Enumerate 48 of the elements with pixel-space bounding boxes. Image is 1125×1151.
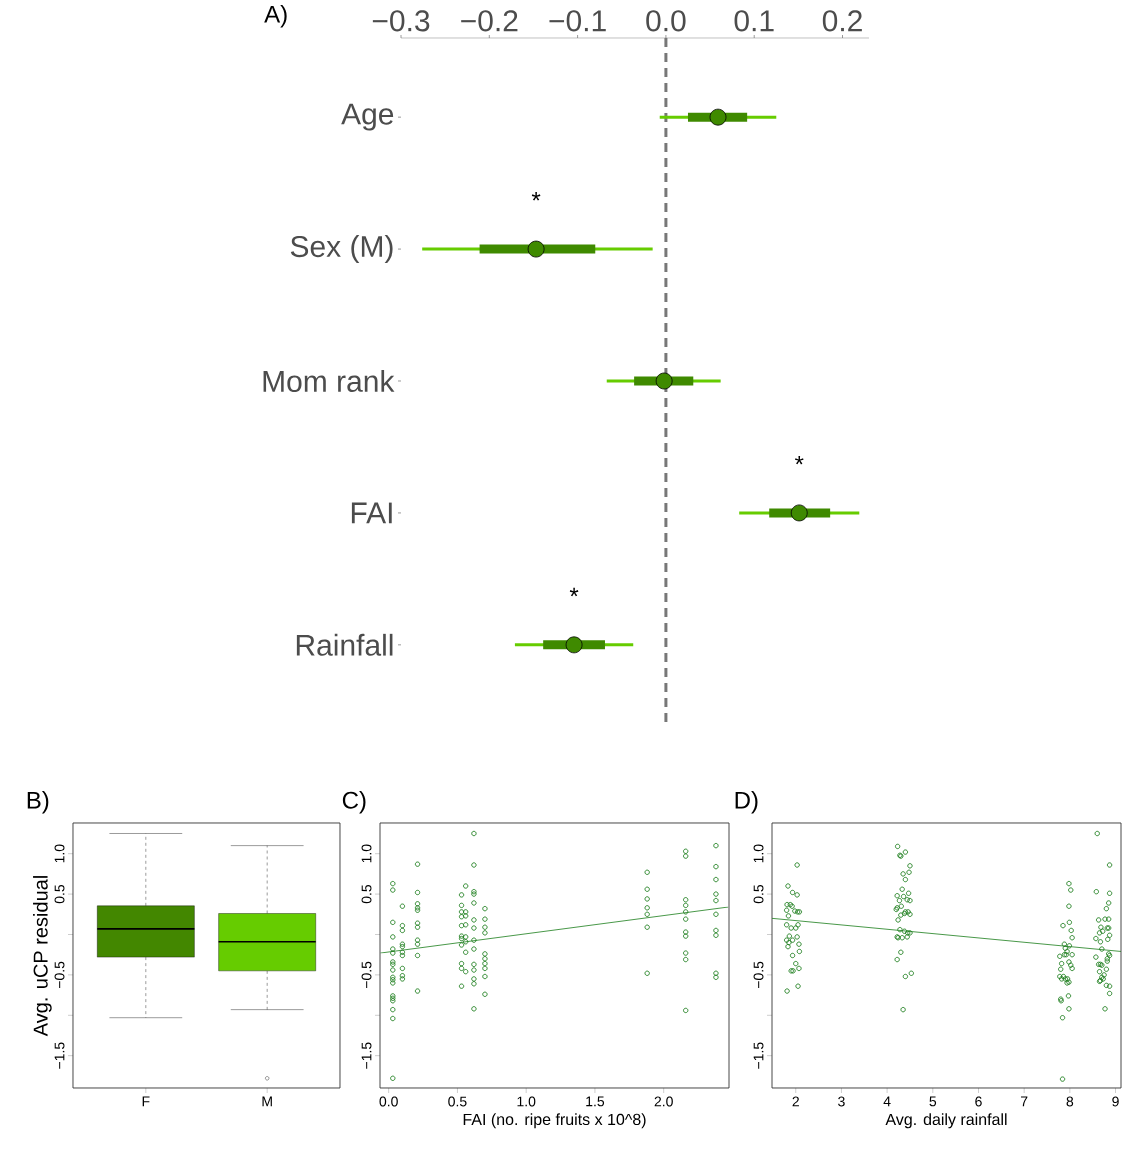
y-tick-label: FAI xyxy=(351,502,392,524)
x-tick-label: 1.5 xyxy=(586,1096,605,1107)
chart-title: A) xyxy=(264,5,287,28)
y-tick-label: Mom rank xyxy=(263,369,395,393)
y-tick-label: 1.0 xyxy=(753,844,764,863)
annotation: * xyxy=(569,587,579,597)
chart-title: D) xyxy=(735,791,758,814)
x-tick-label: M xyxy=(262,1096,272,1107)
x-tick-label: 5 xyxy=(929,1096,937,1107)
x-tick-label: 3 xyxy=(838,1096,845,1107)
y-axis-title: Avg. uCP residual xyxy=(33,876,52,1037)
y-tick-label: 0.5 xyxy=(361,884,372,904)
x-tick-label: 2.0 xyxy=(654,1096,673,1107)
x-tick-label: 9 xyxy=(1112,1096,1119,1107)
x-tick-label: F xyxy=(142,1096,150,1107)
y-tick-label: 1.0 xyxy=(54,844,65,863)
x-tick-label: 8 xyxy=(1066,1096,1074,1107)
x-tick-label: 0.2 xyxy=(822,10,862,32)
y-tick-label: 0.5 xyxy=(753,884,764,904)
y-tick-label: −0.5 xyxy=(361,961,372,989)
x-axis-title: Avg. daily rainfall xyxy=(885,1113,1007,1129)
annotation: * xyxy=(794,455,804,465)
chart-title: B) xyxy=(27,791,49,814)
y-tick-label: −1.5 xyxy=(361,1042,372,1069)
y-tick-label: −1.5 xyxy=(753,1042,764,1069)
x-tick-label: 0.0 xyxy=(379,1096,398,1107)
y-tick-label: −0.5 xyxy=(753,961,764,989)
x-tick-label: 1.0 xyxy=(517,1096,536,1107)
y-tick-label: 0.5 xyxy=(54,884,65,904)
x-tick-label: 2 xyxy=(792,1096,799,1107)
annotation: * xyxy=(531,192,541,201)
x-tick-label: −0.1 xyxy=(549,10,606,32)
y-tick-label: 1.0 xyxy=(361,844,372,863)
y-tick-label: −1.5 xyxy=(54,1042,65,1069)
x-axis-title: FAI (no. ripe fruits x 10^8) xyxy=(463,1113,646,1129)
y-tick-label: Rainfall xyxy=(296,633,393,656)
x-tick-label: 7 xyxy=(1020,1096,1028,1107)
x-tick-label: 6 xyxy=(975,1096,982,1107)
x-tick-label: −0.3 xyxy=(372,10,430,32)
x-tick-label: 0.1 xyxy=(734,10,774,32)
chart-title: C) xyxy=(342,791,366,814)
y-tick-label: Sex (M) xyxy=(290,235,393,264)
x-tick-label: 0.0 xyxy=(646,10,686,32)
x-tick-label: −0.2 xyxy=(461,10,518,32)
y-tick-label: −0.5 xyxy=(54,961,65,989)
x-tick-label: 0.5 xyxy=(448,1096,467,1107)
y-tick-label: Age xyxy=(341,103,394,131)
x-tick-label: 4 xyxy=(883,1096,891,1107)
